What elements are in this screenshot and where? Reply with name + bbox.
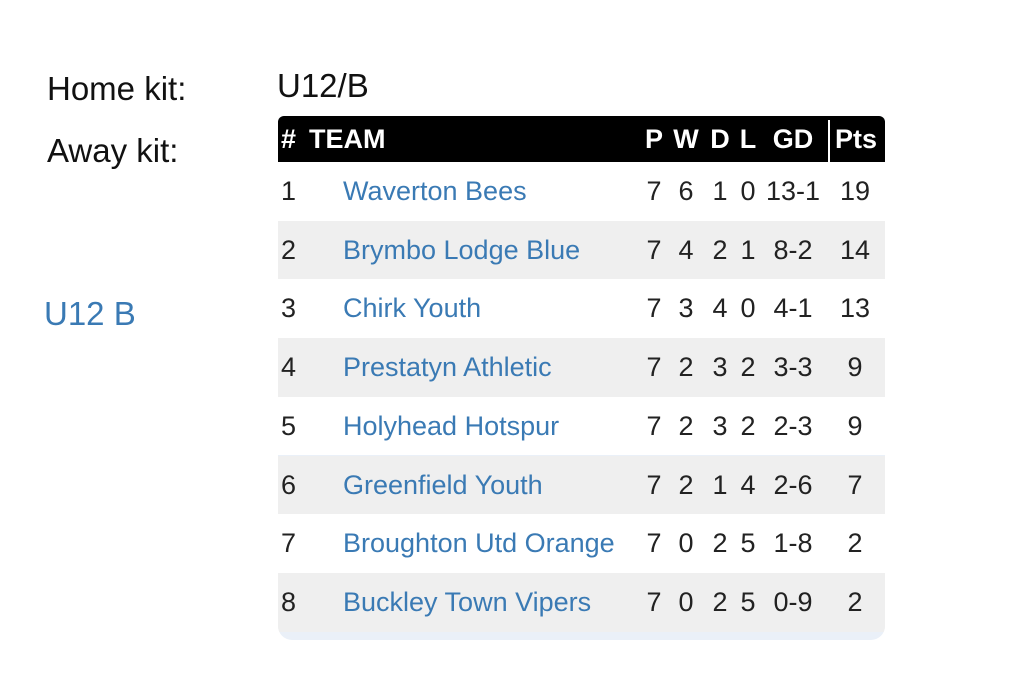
table-cell: 2	[847, 586, 863, 617]
table-cell: 7	[646, 469, 662, 500]
team-link[interactable]: Brymbo Lodge Blue	[343, 234, 581, 265]
table-cell: 6	[678, 176, 694, 206]
table-cell: 3	[281, 293, 297, 324]
table-cell: 9	[847, 410, 863, 441]
table-cell: 2	[678, 469, 694, 500]
table-cell: 0	[678, 528, 694, 559]
table-cell: 4	[678, 234, 694, 265]
team-link[interactable]: Greenfield Youth	[343, 469, 543, 500]
table-cell: 8	[281, 586, 297, 617]
table-cell: 1	[712, 469, 728, 500]
header-cell: TEAM	[309, 124, 386, 154]
header-separator	[828, 120, 830, 162]
header-cell: #	[281, 124, 297, 154]
table-cell: 0	[678, 586, 694, 617]
table-cell: 14	[839, 234, 871, 265]
header-cell: GD	[772, 124, 814, 154]
table-cell: 4	[740, 469, 756, 500]
table-cell: 2	[281, 234, 297, 265]
table-cell: 2	[712, 586, 728, 617]
table-row	[278, 572, 885, 632]
table-cell: 2	[678, 410, 694, 441]
table-row	[278, 162, 885, 221]
table-cell: 3	[712, 410, 728, 441]
table-row	[278, 338, 885, 397]
team-link[interactable]: Waverton Bees	[343, 176, 527, 206]
team-link[interactable]: Buckley Town Vipers	[343, 586, 592, 617]
table-cell: 3-3	[773, 352, 813, 383]
header-cell: L	[739, 124, 757, 154]
table-cell: 2	[740, 410, 756, 441]
table-cell: 3	[712, 352, 728, 383]
table-header	[278, 116, 885, 162]
table-row	[278, 279, 885, 339]
table-cell: 7	[646, 352, 662, 383]
table-cell: 7	[646, 410, 662, 441]
table-cell: 0	[740, 293, 756, 324]
table-cell: 2	[678, 352, 694, 383]
table-cell: 1	[712, 176, 728, 206]
table-caption: U12/B	[277, 67, 369, 104]
table-cell: 2-3	[773, 410, 813, 441]
table-cell: 2	[847, 528, 863, 559]
table-cell: 13-1	[765, 176, 821, 206]
header-cell: W	[673, 124, 699, 154]
table-cell: 2	[712, 234, 728, 265]
table-cell: 5	[740, 586, 756, 617]
table-cell: 1	[281, 176, 297, 206]
table-cell: 8-2	[773, 234, 813, 265]
team-link[interactable]: Holyhead Hotspur	[343, 410, 560, 441]
team-link[interactable]: Broughton Utd Orange	[343, 528, 615, 559]
table-cell: 4-1	[773, 293, 813, 324]
table-cell: 1	[740, 234, 756, 265]
team-link[interactable]: Chirk Youth	[343, 293, 482, 324]
table-cell: 5	[281, 410, 297, 441]
table-cell: 19	[839, 176, 871, 206]
table-row	[278, 455, 885, 515]
table-cell: 7	[646, 234, 662, 265]
header-cell: D	[710, 124, 730, 154]
table-cell: 6	[281, 469, 297, 500]
table-cell: 2	[712, 528, 728, 559]
table-cell: 7	[281, 528, 297, 559]
table-cell: 2-6	[773, 469, 813, 500]
table-cell: 7	[646, 586, 662, 617]
team-link[interactable]: U12 B	[44, 295, 136, 332]
header-cell: P	[644, 124, 664, 154]
table-cell: 0	[740, 176, 756, 206]
table-row	[278, 514, 885, 573]
table-cell: 3	[678, 293, 694, 324]
table-cell: 7	[646, 176, 662, 206]
table-cell: 4	[712, 293, 728, 324]
table-row	[278, 220, 885, 280]
table-cell: 9	[847, 352, 863, 383]
table-cell: 0-9	[773, 586, 813, 617]
table-row	[278, 396, 885, 456]
home-kit-label: Home kit:	[47, 70, 187, 107]
table-cell: 7	[646, 293, 662, 324]
table-cell: 5	[740, 528, 756, 559]
table-cell: 1-8	[773, 528, 813, 559]
table-cell: 2	[740, 352, 756, 383]
table-cell: 13	[839, 293, 871, 324]
table-cell: 4	[281, 352, 297, 383]
table-cell: 7	[646, 528, 662, 559]
away-kit-label: Away kit:	[47, 132, 179, 169]
header-cell: Pts	[834, 124, 878, 154]
team-link[interactable]: Prestatyn Athletic	[343, 352, 552, 383]
standings-table: # TEAM P W D L GD Pts 1 Waverton Bees 7 6 1 0 13-1 19 2 B…	[278, 116, 885, 640]
table-cell: 7	[847, 469, 863, 500]
